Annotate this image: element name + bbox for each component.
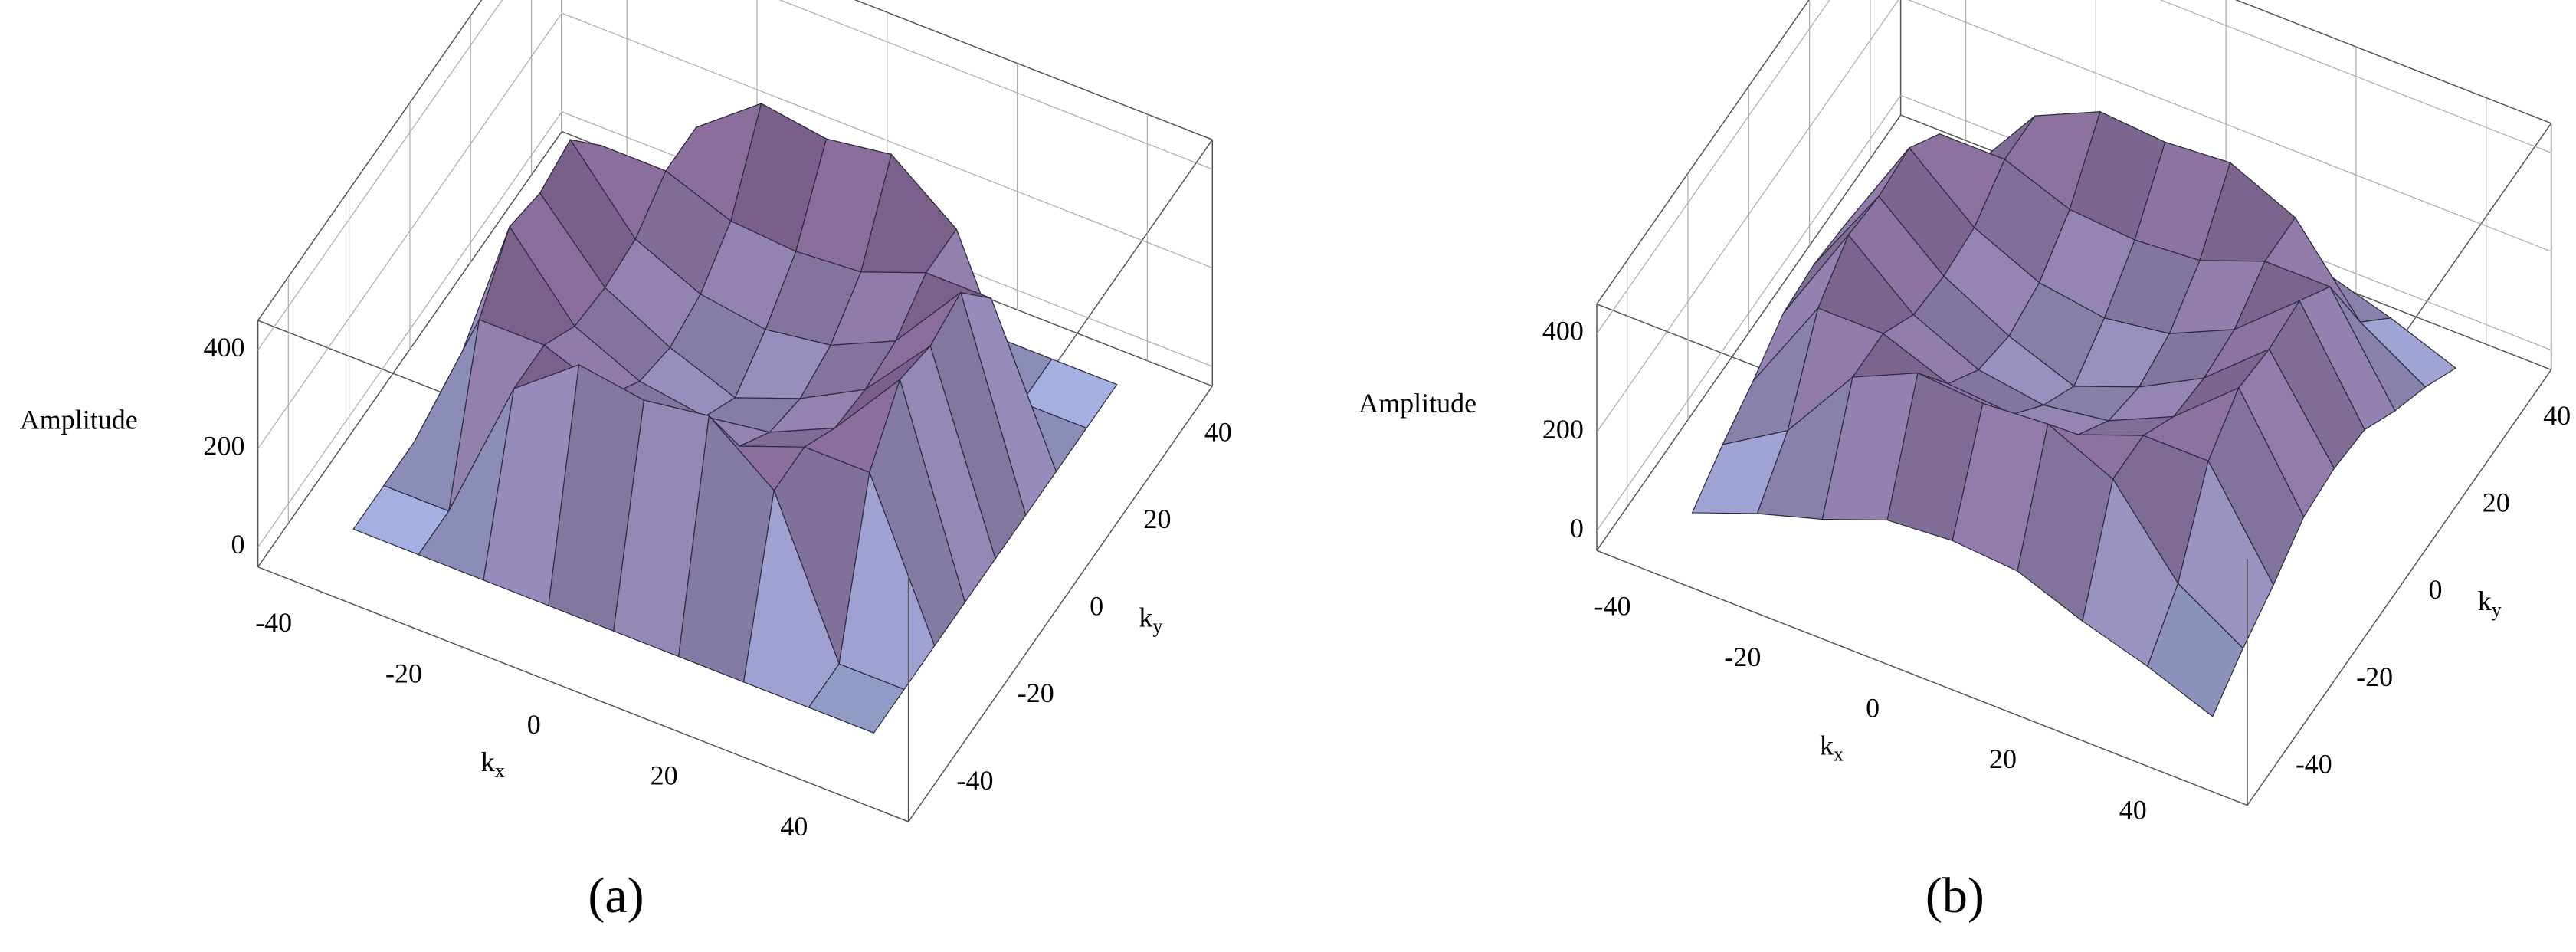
x-tick-label: 0: [527, 709, 541, 740]
x-tick-label: 20: [1989, 744, 2017, 774]
y-axis-label: ky: [1139, 602, 1162, 638]
y-tick-label: -20: [2356, 661, 2393, 692]
y-tick-label: 40: [1204, 416, 1232, 447]
caption: (a): [588, 868, 644, 924]
y-tick-label: 20: [2483, 487, 2510, 518]
y-tick-label: -20: [1018, 678, 1054, 708]
surface-patch: [808, 663, 905, 734]
x-axis-label-main: k: [481, 747, 495, 777]
z-axis-label: Amplitude: [20, 404, 138, 435]
x-tick-label: -40: [255, 607, 292, 638]
x-tick-label: 40: [780, 811, 808, 842]
caption: (b): [1925, 868, 1984, 924]
box-edge: [2247, 369, 2552, 806]
x-tick-label: -40: [1594, 591, 1631, 622]
y-tick-label: -40: [2296, 748, 2332, 779]
y-tick-label: -40: [956, 765, 993, 796]
box-edge: [2234, 0, 2551, 124]
grid-line: [1596, 0, 2551, 334]
y-axis-label-sub: y: [1152, 615, 1162, 637]
grid-line: [257, 111, 1213, 548]
y-axis-label: ky: [2478, 586, 2502, 621]
z-tick-label: 400: [1542, 315, 1584, 346]
box-edge: [257, 566, 909, 822]
x-axis-label: kx: [481, 747, 505, 782]
y-tick-label: 40: [2543, 400, 2571, 431]
z-tick-label: 400: [203, 332, 244, 363]
x-tick-label: -20: [1724, 642, 1761, 672]
x-axis-label-sub: x: [495, 760, 505, 782]
x-axis-label-main: k: [1820, 730, 1834, 761]
z-axis-label: Amplitude: [1358, 388, 1476, 419]
z-tick-label: 200: [203, 431, 244, 461]
grid-line: [257, 0, 1213, 351]
z-tick-label: 200: [1542, 414, 1584, 445]
y-tick-label: 0: [1090, 591, 1103, 622]
y-axis-label-main: k: [1139, 602, 1152, 633]
x-tick-label: -20: [385, 658, 422, 689]
x-tick-label: 20: [651, 760, 678, 790]
surface-patch: [2147, 583, 2244, 717]
x-tick-label: 40: [2119, 794, 2147, 825]
grid-line: [1596, 0, 2551, 433]
box-edge: [1596, 550, 2248, 806]
grid-line: [1596, 94, 2551, 531]
x-axis-label: kx: [1820, 730, 1844, 766]
z-tick-label: 0: [231, 529, 244, 560]
box-edge: [908, 386, 1213, 822]
y-axis-label-main: k: [2478, 586, 2492, 616]
grid-line: [257, 12, 1213, 449]
z-tick-label: 0: [1570, 513, 1584, 543]
x-tick-label: 0: [1866, 693, 1880, 724]
y-axis-label-sub: y: [2492, 599, 2502, 621]
x-axis-label-sub: x: [1834, 744, 1844, 766]
y-tick-label: 0: [2428, 574, 2442, 605]
y-tick-label: 20: [1143, 504, 1171, 534]
